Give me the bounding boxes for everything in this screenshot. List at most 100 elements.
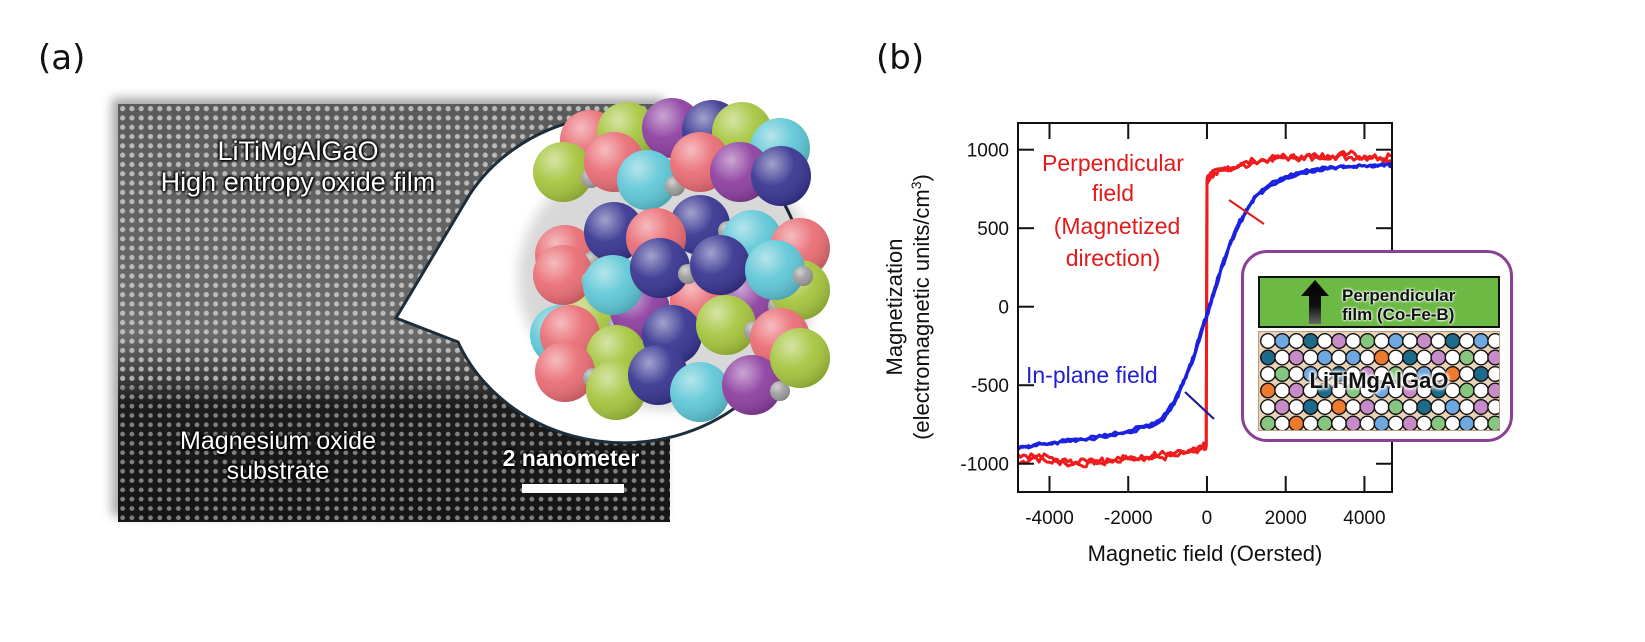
inset-atom xyxy=(1487,415,1499,430)
series-layer xyxy=(1016,149,1393,469)
perp-line1: Perpendicular xyxy=(1042,150,1184,176)
inset-atom xyxy=(1401,332,1418,350)
inset-atom xyxy=(1430,332,1447,350)
scale-bar-label: 2 nanometer xyxy=(502,445,640,471)
heo-layer: LiTiMgAlGaO xyxy=(1258,331,1500,431)
inset-atom xyxy=(1472,349,1489,366)
series-line-perpendicular xyxy=(1016,149,1393,468)
inset-atom xyxy=(1302,398,1319,415)
inset-atom xyxy=(1316,349,1333,366)
inset-atom xyxy=(1345,398,1362,415)
y-tick-label: 0 xyxy=(998,298,1009,319)
inset-atom xyxy=(1416,398,1433,415)
cofeb-line1: Perpendicular xyxy=(1342,286,1456,305)
inset-atom xyxy=(1387,398,1404,415)
inset-atom xyxy=(1302,332,1319,350)
series-line-in-plane xyxy=(1017,162,1393,451)
inset-atom xyxy=(1345,415,1362,430)
inset-atom xyxy=(1402,415,1418,430)
magnetization-arrow-icon xyxy=(1301,280,1329,324)
inset-atom xyxy=(1359,398,1376,415)
perp-line2: field xyxy=(1092,180,1134,206)
inset-atom xyxy=(1416,332,1433,350)
inset-atom xyxy=(1444,415,1461,430)
inset-atom xyxy=(1387,332,1404,350)
cofeb-layer-label: Perpendicular film (Co-Fe-B) xyxy=(1342,286,1455,324)
inset-atom xyxy=(1444,349,1461,366)
sample-schematic-inset: Perpendicular film (Co-Fe-B) LiTiMgAlGaO xyxy=(1241,250,1513,442)
perp-line4: direction) xyxy=(1066,245,1161,271)
inset-atom xyxy=(1430,398,1447,415)
substrate-label: Magnesium oxide substrate xyxy=(148,426,408,486)
inset-atom xyxy=(1260,415,1276,430)
inset-atom xyxy=(1416,415,1433,430)
x-tick-label: -2000 xyxy=(1104,508,1153,529)
inset-atom xyxy=(1430,349,1447,366)
inset-atom xyxy=(1487,382,1499,399)
inset-atom xyxy=(1359,349,1376,366)
y-units-suffix: ) xyxy=(909,174,934,181)
perp-leader-line xyxy=(1228,199,1265,225)
inset-atom xyxy=(1430,415,1447,430)
inset-atom xyxy=(1373,349,1390,366)
inset-atom xyxy=(1274,398,1291,415)
inset-atom xyxy=(1458,398,1475,415)
ticks-layer: -4000 -2000 0 2000 4000 -1000 -500 0 500 1000 xyxy=(960,123,1392,529)
inset-atom xyxy=(1316,332,1333,350)
inset-atom xyxy=(1444,332,1461,350)
y-tick-label: 500 xyxy=(977,219,1009,240)
inset-atom xyxy=(1373,332,1390,350)
perpendicular-annotation: Perpendicular field (Magnetized directio… xyxy=(1042,150,1184,271)
inset-atom xyxy=(1330,349,1347,366)
inset-atom xyxy=(1359,332,1376,350)
inset-atom xyxy=(1401,398,1418,415)
inset-atom xyxy=(1274,349,1291,366)
y-tick-label: -1000 xyxy=(960,455,1009,476)
inset-atom xyxy=(1302,349,1319,366)
inset-atom xyxy=(1359,415,1376,430)
y-units-prefix: (electromagnetic units/cm xyxy=(909,189,934,440)
inset-atom xyxy=(1330,332,1347,350)
x-tick-label: 4000 xyxy=(1343,508,1385,529)
inset-atom xyxy=(1458,332,1475,350)
inset-atom xyxy=(1373,398,1390,415)
inset-atom xyxy=(1316,415,1333,430)
inset-atom xyxy=(1401,349,1418,366)
inset-atom xyxy=(1373,415,1390,430)
film-label: LiTiMgAlGaO High entropy oxide film xyxy=(118,136,478,198)
inset-atom xyxy=(1472,398,1489,415)
inset-atom xyxy=(1288,349,1305,366)
inset-atom xyxy=(1345,349,1362,366)
y-units-sup: 3 xyxy=(908,181,924,189)
x-tick-label: 0 xyxy=(1202,508,1213,529)
inset-atom xyxy=(1458,349,1475,366)
x-tick-label: -4000 xyxy=(1025,508,1074,529)
inset-atom xyxy=(1472,332,1489,350)
inset-atom xyxy=(1302,415,1319,430)
inset-atom xyxy=(1387,349,1404,366)
inset-atom xyxy=(1259,332,1277,350)
scale-bar xyxy=(522,484,624,493)
inset-atom xyxy=(1316,398,1333,415)
film-label-line1: LiTiMgAlGaO xyxy=(217,136,379,166)
substrate-label-line2: substrate xyxy=(226,457,330,485)
y-axis-label-units: (electromagnetic units/cm3) xyxy=(908,174,934,440)
cofeb-layer: Perpendicular film (Co-Fe-B) xyxy=(1258,276,1500,328)
inset-atom xyxy=(1387,415,1404,430)
inset-atom xyxy=(1259,349,1277,366)
heo-layer-label: LiTiMgAlGaO xyxy=(1309,368,1449,393)
inset-atom xyxy=(1288,398,1305,415)
inset-atom xyxy=(1458,415,1475,430)
inset-atom xyxy=(1487,399,1499,415)
panel-a-label: (a) xyxy=(38,38,86,78)
inset-atom xyxy=(1331,415,1347,430)
inplane-annotation: In-plane field xyxy=(1026,362,1158,388)
inset-atom xyxy=(1288,415,1305,430)
y-tick-label: -500 xyxy=(971,376,1009,397)
inset-atom xyxy=(1274,415,1291,430)
film-label-line2: High entropy oxide film xyxy=(160,167,436,197)
y-axis-label: Magnetization xyxy=(882,239,907,376)
heo-atom-grid xyxy=(1259,332,1499,430)
inset-atom xyxy=(1487,333,1499,349)
